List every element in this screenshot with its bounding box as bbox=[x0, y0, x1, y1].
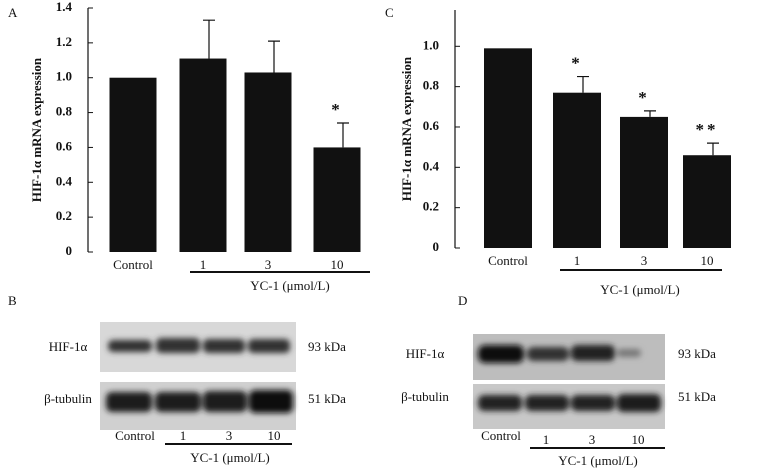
size-label: 51 kDa bbox=[308, 391, 346, 406]
bar bbox=[553, 92, 601, 248]
error-bar bbox=[707, 142, 719, 156]
bar bbox=[484, 48, 532, 248]
x-tick-label: Control bbox=[113, 257, 153, 272]
lane-label: 10 bbox=[268, 428, 281, 443]
bar bbox=[179, 58, 227, 252]
y-tick-label: 0.6 bbox=[423, 118, 440, 133]
band bbox=[155, 392, 201, 412]
y-tick-label: 1.2 bbox=[56, 34, 72, 49]
error-bar bbox=[577, 75, 589, 93]
y-tick-label: 0.4 bbox=[56, 173, 73, 188]
band bbox=[617, 394, 661, 412]
x-tick-label: 10 bbox=[701, 253, 714, 268]
lane-label: 1 bbox=[180, 428, 187, 443]
band bbox=[617, 349, 641, 357]
y-tick-label: 0 bbox=[433, 239, 440, 254]
protein-label: HIF-1α bbox=[406, 346, 445, 361]
lane-label: 3 bbox=[589, 432, 596, 447]
band bbox=[527, 347, 569, 361]
group-label: YC-1 (μmol/L) bbox=[190, 450, 270, 465]
band bbox=[571, 395, 615, 411]
significance-label: * bbox=[638, 88, 650, 107]
band bbox=[525, 395, 569, 411]
x-tick-label: Control bbox=[488, 253, 528, 268]
lane-label: 3 bbox=[226, 428, 233, 443]
y-tick-label: 1.0 bbox=[423, 37, 439, 52]
lane-label: 1 bbox=[543, 432, 550, 447]
bar bbox=[620, 116, 668, 248]
error-bar bbox=[644, 110, 656, 117]
error-bar bbox=[268, 40, 280, 73]
y-tick-label: 0.2 bbox=[56, 208, 72, 223]
significance-label: * bbox=[331, 100, 343, 119]
lane-label: 10 bbox=[632, 432, 645, 447]
y-axis-title: HIF-1α mRNA expression bbox=[399, 56, 414, 201]
panel-label: C bbox=[385, 5, 394, 20]
bar bbox=[683, 155, 731, 248]
y-tick-label: 0 bbox=[66, 243, 73, 258]
x-tick-label: 1 bbox=[574, 253, 581, 268]
group-label: YC-1 (μmol/L) bbox=[250, 278, 330, 293]
protein-label: β-tubulin bbox=[44, 391, 92, 406]
error-bar bbox=[203, 19, 215, 59]
significance-label: ** bbox=[696, 120, 719, 139]
y-tick-label: 1.0 bbox=[56, 69, 72, 84]
x-tick-label: 10 bbox=[331, 257, 344, 272]
significance-label: * bbox=[571, 53, 583, 72]
error-bar bbox=[337, 122, 349, 148]
band bbox=[478, 345, 524, 363]
y-tick-label: 0.4 bbox=[423, 158, 440, 173]
band bbox=[249, 390, 293, 413]
y-tick-label: 0.2 bbox=[423, 199, 439, 214]
band bbox=[571, 345, 615, 361]
x-tick-label: 3 bbox=[641, 253, 648, 268]
bar bbox=[244, 72, 292, 252]
y-tick-label: 0.6 bbox=[56, 138, 73, 153]
blot-b bbox=[100, 322, 296, 430]
x-tick-label: 3 bbox=[265, 257, 272, 272]
y-axis-title: HIF-1α mRNA expression bbox=[29, 57, 44, 202]
band bbox=[156, 338, 200, 353]
y-tick-label: 0.8 bbox=[423, 78, 440, 93]
panel-label: A bbox=[8, 5, 18, 20]
size-label: 93 kDa bbox=[308, 339, 346, 354]
size-label: 51 kDa bbox=[678, 389, 716, 404]
protein-label: HIF-1α bbox=[49, 339, 88, 354]
panel-label: D bbox=[458, 293, 467, 308]
blot-d bbox=[473, 334, 665, 429]
bar bbox=[109, 77, 157, 252]
group-label: YC-1 (μmol/L) bbox=[600, 282, 680, 297]
x-tick-label: 1 bbox=[200, 257, 207, 272]
lane-label: Control bbox=[115, 428, 155, 443]
band bbox=[106, 392, 152, 412]
panel-label: B bbox=[8, 293, 17, 308]
band bbox=[108, 340, 152, 352]
band bbox=[248, 339, 290, 353]
band bbox=[203, 391, 247, 412]
bar bbox=[313, 147, 361, 252]
lane-label: Control bbox=[481, 428, 521, 443]
y-tick-label: 0.8 bbox=[56, 104, 73, 119]
band bbox=[203, 339, 245, 353]
band bbox=[478, 395, 522, 411]
group-label: YC-1 (μmol/L) bbox=[558, 453, 638, 468]
size-label: 93 kDa bbox=[678, 346, 716, 361]
protein-label: β-tubulin bbox=[401, 389, 449, 404]
y-tick-label: 1.4 bbox=[56, 0, 73, 14]
